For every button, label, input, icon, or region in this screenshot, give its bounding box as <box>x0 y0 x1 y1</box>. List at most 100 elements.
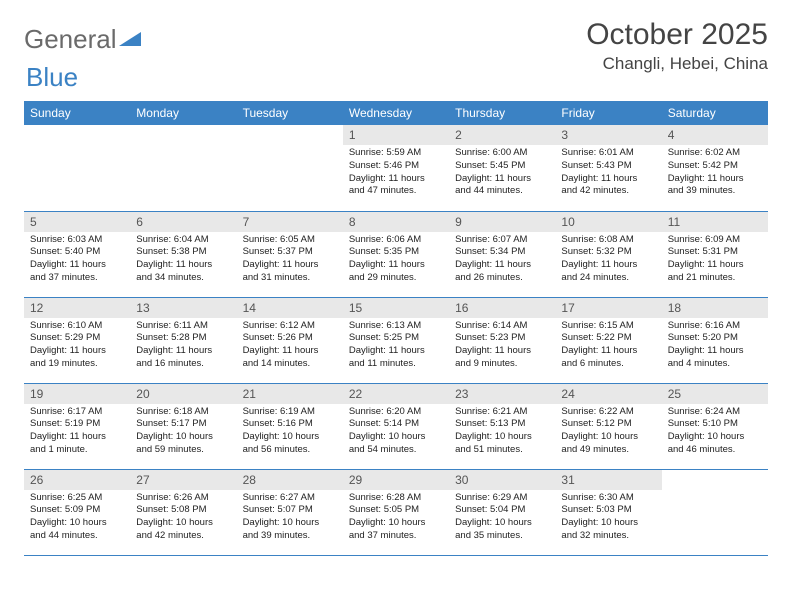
calendar-cell: 17Sunrise: 6:15 AMSunset: 5:22 PMDayligh… <box>555 297 661 383</box>
day-details: Sunrise: 6:04 AMSunset: 5:38 PMDaylight:… <box>130 232 236 289</box>
day-number: 15 <box>343 298 449 318</box>
logo: General <box>24 24 143 55</box>
day-details: Sunrise: 6:01 AMSunset: 5:43 PMDaylight:… <box>555 145 661 202</box>
calendar-cell: 1Sunrise: 5:59 AMSunset: 5:46 PMDaylight… <box>343 125 449 211</box>
day-details: Sunrise: 6:16 AMSunset: 5:20 PMDaylight:… <box>662 318 768 375</box>
calendar-cell <box>24 125 130 211</box>
calendar-cell: 31Sunrise: 6:30 AMSunset: 5:03 PMDayligh… <box>555 469 661 555</box>
day-number: 12 <box>24 298 130 318</box>
day-number: 18 <box>662 298 768 318</box>
calendar-cell: 30Sunrise: 6:29 AMSunset: 5:04 PMDayligh… <box>449 469 555 555</box>
day-number: 4 <box>662 125 768 145</box>
day-details: Sunrise: 6:29 AMSunset: 5:04 PMDaylight:… <box>449 490 555 547</box>
day-number: 23 <box>449 384 555 404</box>
calendar-cell: 29Sunrise: 6:28 AMSunset: 5:05 PMDayligh… <box>343 469 449 555</box>
calendar-cell: 10Sunrise: 6:08 AMSunset: 5:32 PMDayligh… <box>555 211 661 297</box>
calendar-cell: 19Sunrise: 6:17 AMSunset: 5:19 PMDayligh… <box>24 383 130 469</box>
day-details: Sunrise: 5:59 AMSunset: 5:46 PMDaylight:… <box>343 145 449 202</box>
day-details: Sunrise: 6:13 AMSunset: 5:25 PMDaylight:… <box>343 318 449 375</box>
day-number: 1 <box>343 125 449 145</box>
calendar-cell: 6Sunrise: 6:04 AMSunset: 5:38 PMDaylight… <box>130 211 236 297</box>
calendar-row: 19Sunrise: 6:17 AMSunset: 5:19 PMDayligh… <box>24 383 768 469</box>
day-details: Sunrise: 6:06 AMSunset: 5:35 PMDaylight:… <box>343 232 449 289</box>
location: Changli, Hebei, China <box>586 54 768 74</box>
day-details: Sunrise: 6:00 AMSunset: 5:45 PMDaylight:… <box>449 145 555 202</box>
day-details: Sunrise: 6:02 AMSunset: 5:42 PMDaylight:… <box>662 145 768 202</box>
calendar-cell: 12Sunrise: 6:10 AMSunset: 5:29 PMDayligh… <box>24 297 130 383</box>
day-number: 20 <box>130 384 236 404</box>
day-header: Saturday <box>662 101 768 125</box>
day-header: Friday <box>555 101 661 125</box>
day-header: Wednesday <box>343 101 449 125</box>
day-header: Thursday <box>449 101 555 125</box>
calendar-cell: 4Sunrise: 6:02 AMSunset: 5:42 PMDaylight… <box>662 125 768 211</box>
calendar-cell: 15Sunrise: 6:13 AMSunset: 5:25 PMDayligh… <box>343 297 449 383</box>
calendar-row: 1Sunrise: 5:59 AMSunset: 5:46 PMDaylight… <box>24 125 768 211</box>
calendar-cell <box>237 125 343 211</box>
day-number: 7 <box>237 212 343 232</box>
calendar-cell: 16Sunrise: 6:14 AMSunset: 5:23 PMDayligh… <box>449 297 555 383</box>
calendar-cell: 14Sunrise: 6:12 AMSunset: 5:26 PMDayligh… <box>237 297 343 383</box>
calendar-cell: 7Sunrise: 6:05 AMSunset: 5:37 PMDaylight… <box>237 211 343 297</box>
calendar-cell: 22Sunrise: 6:20 AMSunset: 5:14 PMDayligh… <box>343 383 449 469</box>
calendar-cell: 8Sunrise: 6:06 AMSunset: 5:35 PMDaylight… <box>343 211 449 297</box>
day-number: 17 <box>555 298 661 318</box>
day-details: Sunrise: 6:08 AMSunset: 5:32 PMDaylight:… <box>555 232 661 289</box>
day-number: 2 <box>449 125 555 145</box>
calendar-cell: 24Sunrise: 6:22 AMSunset: 5:12 PMDayligh… <box>555 383 661 469</box>
day-number: 3 <box>555 125 661 145</box>
day-number: 6 <box>130 212 236 232</box>
calendar-cell: 25Sunrise: 6:24 AMSunset: 5:10 PMDayligh… <box>662 383 768 469</box>
day-number: 8 <box>343 212 449 232</box>
day-number: 10 <box>555 212 661 232</box>
day-details: Sunrise: 6:15 AMSunset: 5:22 PMDaylight:… <box>555 318 661 375</box>
day-number: 5 <box>24 212 130 232</box>
day-number: 31 <box>555 470 661 490</box>
day-details: Sunrise: 6:28 AMSunset: 5:05 PMDaylight:… <box>343 490 449 547</box>
day-details: Sunrise: 6:17 AMSunset: 5:19 PMDaylight:… <box>24 404 130 461</box>
day-details: Sunrise: 6:24 AMSunset: 5:10 PMDaylight:… <box>662 404 768 461</box>
day-number: 9 <box>449 212 555 232</box>
day-details: Sunrise: 6:12 AMSunset: 5:26 PMDaylight:… <box>237 318 343 375</box>
day-details: Sunrise: 6:18 AMSunset: 5:17 PMDaylight:… <box>130 404 236 461</box>
logo-text-2: Blue <box>26 62 78 92</box>
calendar-cell: 27Sunrise: 6:26 AMSunset: 5:08 PMDayligh… <box>130 469 236 555</box>
calendar-cell: 18Sunrise: 6:16 AMSunset: 5:20 PMDayligh… <box>662 297 768 383</box>
day-number: 29 <box>343 470 449 490</box>
logo-triangle-icon <box>119 28 141 51</box>
day-number: 27 <box>130 470 236 490</box>
day-details: Sunrise: 6:21 AMSunset: 5:13 PMDaylight:… <box>449 404 555 461</box>
calendar-cell: 13Sunrise: 6:11 AMSunset: 5:28 PMDayligh… <box>130 297 236 383</box>
day-details: Sunrise: 6:20 AMSunset: 5:14 PMDaylight:… <box>343 404 449 461</box>
day-header: Monday <box>130 101 236 125</box>
calendar-cell: 2Sunrise: 6:00 AMSunset: 5:45 PMDaylight… <box>449 125 555 211</box>
calendar-cell: 28Sunrise: 6:27 AMSunset: 5:07 PMDayligh… <box>237 469 343 555</box>
calendar-cell: 26Sunrise: 6:25 AMSunset: 5:09 PMDayligh… <box>24 469 130 555</box>
day-number: 26 <box>24 470 130 490</box>
day-details: Sunrise: 6:11 AMSunset: 5:28 PMDaylight:… <box>130 318 236 375</box>
calendar-cell <box>130 125 236 211</box>
day-number: 28 <box>237 470 343 490</box>
day-details: Sunrise: 6:30 AMSunset: 5:03 PMDaylight:… <box>555 490 661 547</box>
logo-text-1: General <box>24 24 117 55</box>
day-number: 14 <box>237 298 343 318</box>
day-details: Sunrise: 6:05 AMSunset: 5:37 PMDaylight:… <box>237 232 343 289</box>
day-header: Sunday <box>24 101 130 125</box>
day-number: 16 <box>449 298 555 318</box>
calendar-row: 5Sunrise: 6:03 AMSunset: 5:40 PMDaylight… <box>24 211 768 297</box>
month-title: October 2025 <box>586 18 768 52</box>
day-details: Sunrise: 6:27 AMSunset: 5:07 PMDaylight:… <box>237 490 343 547</box>
calendar-table: SundayMondayTuesdayWednesdayThursdayFrid… <box>24 101 768 556</box>
day-details: Sunrise: 6:07 AMSunset: 5:34 PMDaylight:… <box>449 232 555 289</box>
day-details: Sunrise: 6:14 AMSunset: 5:23 PMDaylight:… <box>449 318 555 375</box>
calendar-cell <box>662 469 768 555</box>
day-details: Sunrise: 6:22 AMSunset: 5:12 PMDaylight:… <box>555 404 661 461</box>
calendar-row: 26Sunrise: 6:25 AMSunset: 5:09 PMDayligh… <box>24 469 768 555</box>
day-number: 30 <box>449 470 555 490</box>
calendar-cell: 21Sunrise: 6:19 AMSunset: 5:16 PMDayligh… <box>237 383 343 469</box>
day-number: 25 <box>662 384 768 404</box>
day-details: Sunrise: 6:26 AMSunset: 5:08 PMDaylight:… <box>130 490 236 547</box>
calendar-cell: 11Sunrise: 6:09 AMSunset: 5:31 PMDayligh… <box>662 211 768 297</box>
calendar-row: 12Sunrise: 6:10 AMSunset: 5:29 PMDayligh… <box>24 297 768 383</box>
day-details: Sunrise: 6:03 AMSunset: 5:40 PMDaylight:… <box>24 232 130 289</box>
